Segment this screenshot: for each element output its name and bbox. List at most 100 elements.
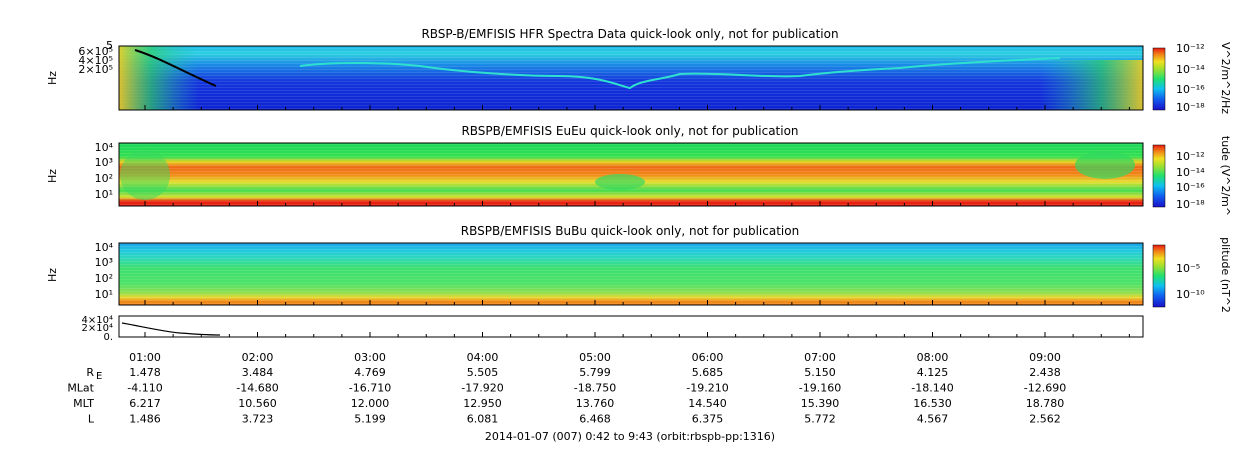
ephemeris-value: -4.110: [127, 382, 162, 395]
ephemeris-value: -19.210: [686, 382, 728, 395]
ephemeris-value: 14.540: [688, 397, 727, 410]
panel-eueu-ylabel: Hz: [46, 169, 59, 183]
panel-bubu-frame: [118, 242, 1144, 306]
panel-eueu-cbar-tick: 10⁻¹⁴: [1176, 166, 1205, 179]
panel-eueu-cbar-tick: 10⁻¹⁶: [1176, 181, 1205, 194]
panel-hfr-fce-curve: [134, 49, 217, 87]
ephemeris-value: 5.772: [804, 413, 836, 426]
panel-eueu-cbar-tick: 10⁻¹²: [1176, 150, 1205, 163]
ephemeris-value: 6.217: [129, 397, 161, 410]
panel-hfr-frame: [118, 45, 1144, 111]
panel-hfr-ylabel: Hz: [46, 71, 59, 85]
x-tick-label: 05:00: [579, 351, 611, 364]
panel-bubu: RBSPB/EMFISIS BuBu quick-look only, not …: [46, 224, 1232, 313]
panel-eueu-colorbar-label: tude (V^2/m^: [1219, 136, 1232, 216]
ephemeris-value: 5.685: [692, 366, 724, 379]
ephemeris-value: 1.486: [129, 413, 161, 426]
time-axis: 01:00 02:00 03:00 04:00 05:00 06:00 07:00 08:00…: [129, 351, 1061, 364]
ephemeris-value: -17.920: [461, 382, 503, 395]
panel-line-ytick: 4×10⁴: [82, 315, 113, 326]
panel-eueu-ytick: 10³: [95, 156, 113, 169]
x-tick-label: 08:00: [917, 351, 949, 364]
panel-eueu-ytick: 10¹: [95, 188, 113, 201]
panel-hfr-ytick: 4×10⁵: [78, 54, 113, 67]
panel-bubu-title: RBSPB/EMFISIS BuBu quick-look only, not …: [461, 224, 799, 238]
ephemeris-value: 13.760: [576, 397, 615, 410]
panel-eueu-ytick: 10²: [95, 172, 113, 185]
panel-hfr-cbar-tick: 10⁻¹⁶: [1176, 83, 1205, 96]
panel-hfr: RBSP-B/EMFISIS HFR Spectra Data quick-lo…: [46, 27, 1232, 114]
x-tick-label: 03:00: [354, 351, 386, 364]
ephemeris-value: -16.710: [349, 382, 391, 395]
x-tick-label: 04:00: [467, 351, 499, 364]
panel-bubu-ylabel: Hz: [46, 268, 59, 282]
ephemeris-value: 18.780: [1026, 397, 1065, 410]
panel-eueu: RBSPB/EMFISIS EuEu quick-look only, not …: [46, 124, 1232, 216]
minor-ticks: [144, 105, 1130, 337]
panel-line-ytick: 0.: [103, 332, 113, 343]
panel-hfr-left-emission: [119, 46, 199, 110]
panel-hfr-ytick: 2×10⁵: [78, 63, 113, 76]
ephemeris-value: 1.478: [129, 366, 161, 379]
panel-hfr-ytick: 6×10⁵: [78, 45, 113, 58]
panel-bubu-cbar-tick: 10⁻⁵: [1176, 262, 1200, 275]
ephemeris-value: 5.799: [579, 366, 611, 379]
x-tick-label: 09:00: [1029, 351, 1061, 364]
ephemeris-value: 3.484: [242, 366, 274, 379]
panel-hfr-title: RBSP-B/EMFISIS HFR Spectra Data quick-lo…: [421, 27, 838, 41]
panel-hfr-texture: [119, 46, 1143, 110]
ephemeris-value: 10.560: [238, 397, 277, 410]
panel-hfr-plasma-line: [299, 57, 1061, 90]
ephemeris-row-label-subscript: E: [96, 371, 102, 382]
x-tick-label: 06:00: [692, 351, 724, 364]
ephemeris-value: 5.199: [354, 413, 386, 426]
ephemeris-value: 6.468: [579, 413, 611, 426]
ephemeris-value: 6.081: [467, 413, 499, 426]
ephemeris-value: -18.140: [911, 382, 953, 395]
panel-eueu-feature: [1075, 151, 1135, 179]
x-tick-label: 01:00: [129, 351, 161, 364]
ephemeris-value: 12.950: [463, 397, 502, 410]
panel-bubu-texture: [119, 243, 1143, 305]
ephemeris-value: 4.125: [917, 366, 949, 379]
panel-bubu-ytick: 10³: [95, 256, 113, 269]
panel-eueu-cbar-tick: 10⁻¹⁸: [1176, 198, 1205, 211]
x-tick-label: 07:00: [804, 351, 836, 364]
panel-eueu-ytick: 10⁴: [95, 141, 114, 154]
ephemeris-value: -18.750: [574, 382, 616, 395]
ephemeris-value: 5.505: [467, 366, 499, 379]
ephemeris-value: 12.000: [351, 397, 390, 410]
ephemeris-row-label: R: [86, 366, 94, 379]
panel-bubu-ytick: 10⁴: [95, 241, 114, 254]
ephemeris-row-label: MLat: [67, 382, 94, 395]
panel-eueu-feature: [120, 150, 170, 200]
ephemeris-value: 6.375: [692, 413, 724, 426]
panel-hfr-cbar-tick: 10⁻¹²: [1176, 42, 1205, 55]
ephemeris-table: R E 1.478 3.484 4.769 5.505 5.799 5.685 5.150 4.1…: [67, 366, 1066, 426]
ephemeris-row-label: MLT: [73, 397, 94, 410]
panel-hfr-cbar-tick: 10⁻¹⁴: [1176, 63, 1205, 76]
x-tick-label: 02:00: [242, 351, 274, 364]
panel-line-frame: [118, 315, 1144, 338]
panel-hfr-colorbar: [1152, 47, 1166, 111]
panel-line-curve: [121, 322, 221, 336]
ephemeris-value: 5.150: [804, 366, 836, 379]
panel-eueu-feature: [595, 174, 645, 190]
panel-hfr-colorbar-label: V^2/m^2/Hz: [1219, 42, 1232, 114]
ephemeris-value: -19.160: [799, 382, 841, 395]
panel-eueu-texture: [119, 143, 1143, 206]
panel-bubu-ytick: 10¹: [95, 288, 113, 301]
ephemeris-value: 4.567: [917, 413, 949, 426]
ephemeris-value: 2.562: [1029, 413, 1061, 426]
panel-hfr-ytick-top: 5: [106, 39, 113, 52]
panel-bubu-colorbar: [1152, 244, 1166, 308]
panel-eueu-frame: [118, 142, 1144, 207]
ephemeris-row-label: L: [88, 413, 95, 426]
ephemeris-value: -12.690: [1024, 382, 1066, 395]
panel-hfr-cbar-tick: 10⁻¹⁸: [1176, 101, 1205, 114]
panel-bubu-cbar-tick: 10⁻¹⁰: [1176, 288, 1205, 301]
panel-hfr-right-emission: [1040, 60, 1143, 110]
panel-line: 4×10⁴ 2×10⁴ 0.: [82, 315, 1144, 343]
ephemeris-value: 2.438: [1029, 366, 1061, 379]
